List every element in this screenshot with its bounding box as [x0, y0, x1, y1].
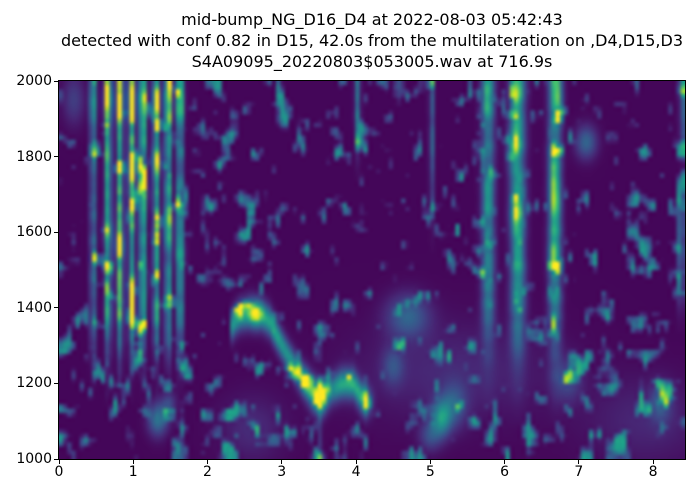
x-tick-label: 4: [351, 464, 361, 480]
title-line-3: S4A09095_20220803$053005.wav at 716.9s: [191, 52, 553, 71]
x-tick-label: 6: [500, 464, 509, 480]
x-tick-label: 7: [574, 464, 584, 480]
y-tick-label: 2000: [16, 73, 52, 89]
x-tick-label: 2: [203, 464, 212, 480]
y-tick-mark: [54, 231, 58, 233]
plot-area: [58, 80, 686, 460]
y-tick-mark: [54, 80, 58, 82]
x-tick-label: 0: [54, 464, 64, 480]
y-tick-label: 1800: [16, 148, 52, 165]
x-tick-mark: [132, 460, 134, 464]
x-tick-mark: [58, 460, 60, 464]
x-tick-mark: [429, 460, 431, 464]
x-tick-label: 1: [128, 464, 138, 480]
y-tick-mark: [54, 307, 58, 309]
spectrogram-canvas: [59, 81, 685, 459]
y-tick-label: 1000: [16, 451, 52, 467]
y-tick-label: 1400: [16, 299, 52, 316]
x-tick-mark: [281, 460, 283, 464]
x-tick-label: 3: [277, 464, 287, 480]
x-tick-label: 5: [425, 464, 435, 480]
x-tick-mark: [207, 460, 209, 464]
y-tick-mark: [54, 382, 58, 384]
y-tick-label: 1200: [16, 375, 52, 392]
x-tick-mark: [652, 460, 654, 464]
y-tick-mark: [54, 156, 58, 158]
y-tick-mark: [54, 458, 58, 460]
chart-title: mid-bump_NG_D16_D4 at 2022-08-03 05:42:4…: [58, 9, 686, 72]
x-tick-mark: [504, 460, 506, 464]
y-tick-label: 1600: [16, 224, 52, 241]
title-line-1: mid-bump_NG_D16_D4 at 2022-08-03 05:42:4…: [181, 10, 563, 29]
x-tick-label: 8: [648, 464, 658, 480]
x-tick-mark: [355, 460, 357, 464]
x-tick-mark: [578, 460, 580, 464]
title-line-2: detected with conf 0.82 in D15, 42.0s fr…: [60, 31, 684, 50]
